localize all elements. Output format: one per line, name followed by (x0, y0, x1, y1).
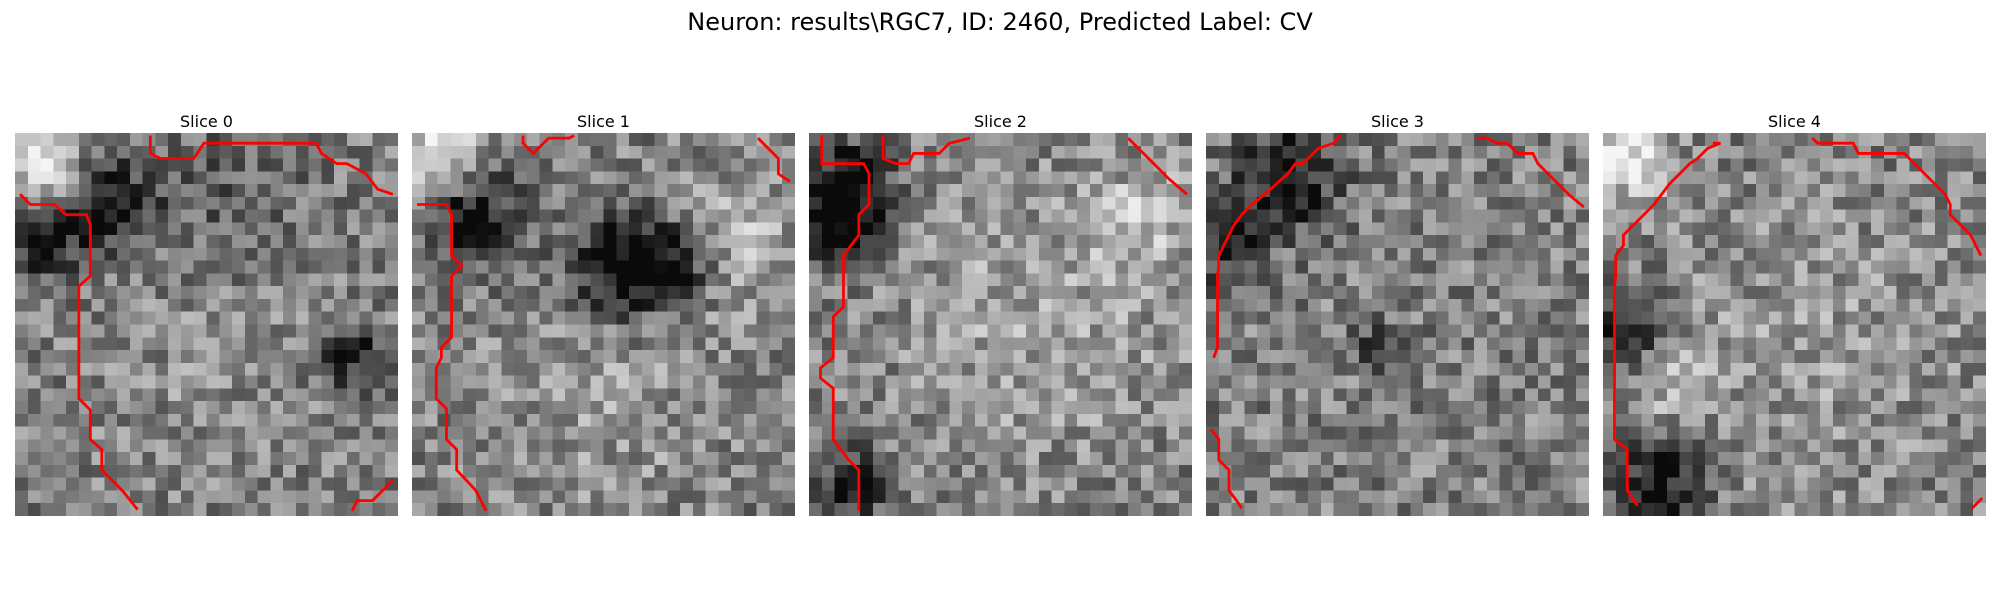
slice-panel-3: Slice 3 (1206, 111, 1589, 516)
contour-line (756, 137, 791, 183)
contour-line (1212, 134, 1342, 359)
slice-image (15, 133, 398, 516)
contour-line (148, 135, 394, 196)
contour-line (1127, 137, 1188, 196)
slice-image (1603, 133, 1986, 516)
figure-title: Neuron: results\RGC7, ID: 2460, Predicte… (687, 8, 1313, 36)
slice-panel-4: Slice 4 (1603, 111, 1986, 516)
grayscale-pixels (15, 133, 398, 516)
contour-line (1476, 136, 1585, 209)
grayscale-pixels (809, 133, 1192, 516)
slice-image (809, 133, 1192, 516)
slice-title: Slice 1 (577, 112, 630, 131)
slice-title: Slice 3 (1371, 112, 1424, 131)
slice-title: Slice 0 (180, 112, 233, 131)
contour-line (521, 134, 575, 156)
contour-line (417, 203, 488, 512)
slice-image (1206, 133, 1589, 516)
slice-panel-0: Slice 0 (15, 111, 398, 516)
contour-line (1613, 141, 1721, 507)
contour-line (1209, 428, 1243, 510)
contour-line (1970, 497, 1984, 510)
slice-title: Slice 2 (974, 112, 1027, 131)
slice-panel-1: Slice 1 (412, 111, 795, 516)
grayscale-pixels (412, 133, 795, 516)
contour-line (350, 479, 394, 512)
grayscale-pixels (1603, 133, 1986, 516)
grayscale-pixels (1206, 133, 1589, 516)
slice-panel-2: Slice 2 (809, 111, 1192, 516)
slice-title: Slice 4 (1768, 112, 1821, 131)
slice-image (412, 133, 795, 516)
contour-line (19, 193, 139, 511)
contour-line (819, 135, 871, 511)
contour-line (1811, 137, 1983, 257)
contour-line (881, 135, 971, 166)
